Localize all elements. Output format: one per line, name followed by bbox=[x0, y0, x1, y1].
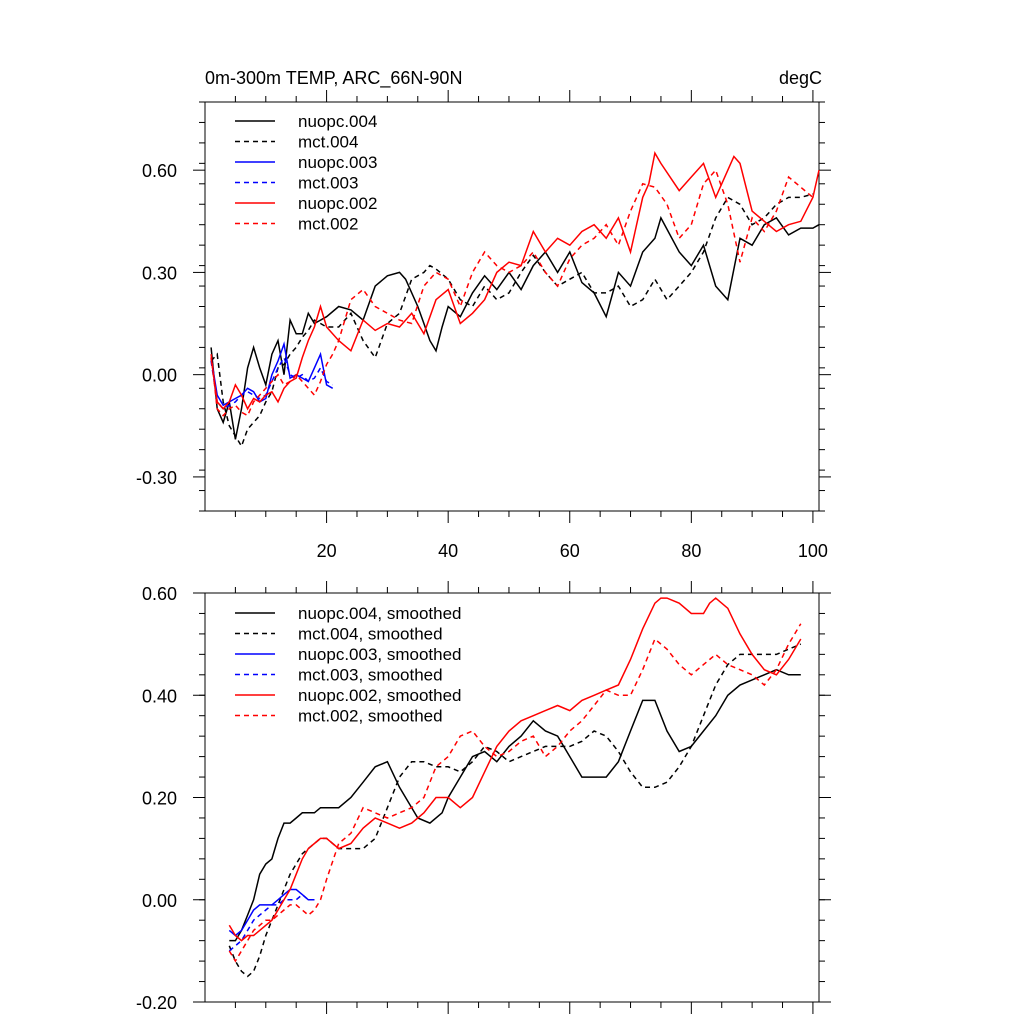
top-plot-lines bbox=[210, 151, 820, 448]
top-series-line-mct-002 bbox=[210, 168, 814, 417]
bottom-series-line-nuopc-004-smoothed bbox=[229, 668, 801, 942]
top-x-tick-label: 60 bbox=[560, 541, 580, 561]
top-chart-title: 0m-300m TEMP, ARC_66N-90N bbox=[205, 68, 462, 89]
bottom-legend-label: mct.002, smoothed bbox=[298, 707, 443, 726]
bottom-y-tick-label: 0.20 bbox=[142, 789, 177, 809]
top-series-line-nuopc-003 bbox=[210, 341, 334, 407]
top-chart-panel: 0m-300m TEMP, ARC_66N-90N degC 20 40 60 80 1… bbox=[136, 68, 831, 561]
top-legend-label: mct.003 bbox=[298, 174, 358, 193]
top-x-tick-label: 40 bbox=[438, 541, 458, 561]
bottom-chart-panel: -0.20 0.00 0.20 0.40 0.60 nuopc.004, smoothe… bbox=[136, 581, 831, 1014]
top-x-tick-label: 20 bbox=[317, 541, 337, 561]
bottom-legend-label: nuopc.003, smoothed bbox=[298, 645, 462, 664]
top-axis-ticks: 20 40 60 80 100 -0.30 0.00 0.30 0.60 bbox=[136, 90, 831, 561]
bottom-series-line-mct-003-smoothed bbox=[228, 893, 315, 952]
bottom-y-tick-label: -0.20 bbox=[136, 993, 177, 1013]
top-legend-label: mct.004 bbox=[298, 133, 358, 152]
top-series-line-nuopc-004 bbox=[210, 215, 820, 440]
top-y-tick-label: 0.30 bbox=[142, 263, 177, 283]
bottom-legend-label: nuopc.002, smoothed bbox=[298, 686, 462, 705]
top-x-tick-label: 80 bbox=[681, 541, 701, 561]
bottom-plot-lines bbox=[228, 597, 802, 978]
bottom-y-tick-label: 0.00 bbox=[142, 891, 177, 911]
bottom-legend-label: mct.003, smoothed bbox=[298, 666, 443, 685]
bottom-y-tick-label: 0.40 bbox=[142, 686, 177, 706]
bottom-axis-ticks: -0.20 0.00 0.20 0.40 0.60 bbox=[136, 581, 831, 1014]
top-y-tick-label: 0.00 bbox=[142, 366, 177, 386]
top-series-line-nuopc-002 bbox=[210, 151, 820, 411]
bottom-legend-label: nuopc.004, smoothed bbox=[298, 604, 462, 623]
top-chart-units: degC bbox=[779, 68, 822, 88]
bottom-series-line-nuopc-003-smoothed bbox=[228, 888, 315, 937]
bottom-legend-label: mct.004, smoothed bbox=[298, 625, 443, 644]
bottom-series-line-nuopc-002-smoothed bbox=[228, 597, 802, 942]
top-y-tick-label: 0.60 bbox=[142, 161, 177, 181]
top-legend-label: nuopc.002 bbox=[298, 194, 377, 213]
bottom-series-line-mct-002-smoothed bbox=[228, 623, 802, 963]
top-legend-label: nuopc.004 bbox=[298, 112, 377, 131]
bottom-y-tick-label: 0.60 bbox=[142, 584, 177, 604]
top-series-line-mct-003 bbox=[210, 355, 334, 410]
top-y-tick-label: -0.30 bbox=[136, 468, 177, 488]
top-x-tick-label: 100 bbox=[798, 541, 828, 561]
top-legend-label: mct.002 bbox=[298, 215, 358, 234]
top-legend-label: nuopc.003 bbox=[298, 153, 377, 172]
